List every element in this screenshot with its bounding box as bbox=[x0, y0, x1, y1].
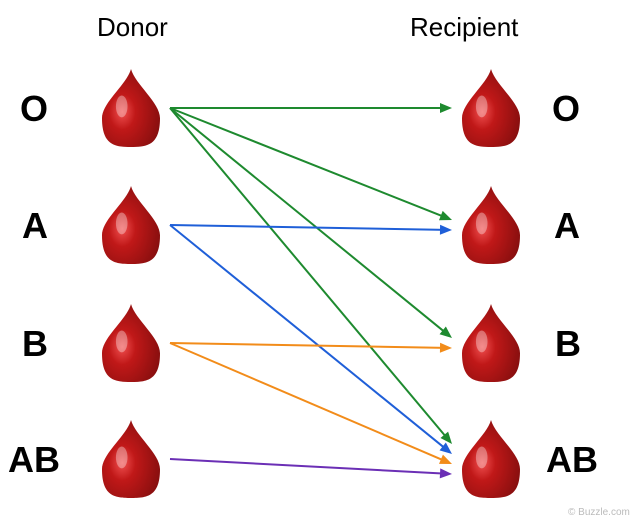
compatibility-arrow bbox=[170, 225, 452, 235]
compatibility-arrow bbox=[170, 343, 452, 464]
recipient-drop-a bbox=[462, 186, 520, 264]
donor-drop-a bbox=[102, 186, 160, 264]
compatibility-arrow bbox=[170, 108, 452, 444]
compatibility-arrow bbox=[170, 108, 452, 220]
recipient-label-a: A bbox=[554, 205, 580, 247]
recipient-label-b: B bbox=[555, 323, 581, 365]
donor-drop-o bbox=[102, 69, 160, 147]
recipient-label-ab: AB bbox=[546, 439, 598, 481]
donor-label-o: O bbox=[20, 88, 48, 130]
recipient-label-o: O bbox=[552, 88, 580, 130]
donor-label-a: A bbox=[22, 205, 48, 247]
recipient-drop-o bbox=[462, 69, 520, 147]
donor-label-ab: AB bbox=[8, 439, 60, 481]
compatibility-arrow bbox=[170, 343, 452, 353]
compatibility-arrow bbox=[170, 459, 452, 478]
compatibility-arrow bbox=[170, 103, 452, 113]
donor-label-b: B bbox=[22, 323, 48, 365]
diagram-canvas bbox=[0, 0, 640, 524]
recipient-drop-b bbox=[462, 304, 520, 382]
compatibility-arrow bbox=[170, 108, 452, 338]
donor-drop-ab bbox=[102, 420, 160, 498]
donor-drop-b bbox=[102, 304, 160, 382]
compatibility-arrow bbox=[170, 225, 452, 454]
recipient-drop-ab bbox=[462, 420, 520, 498]
